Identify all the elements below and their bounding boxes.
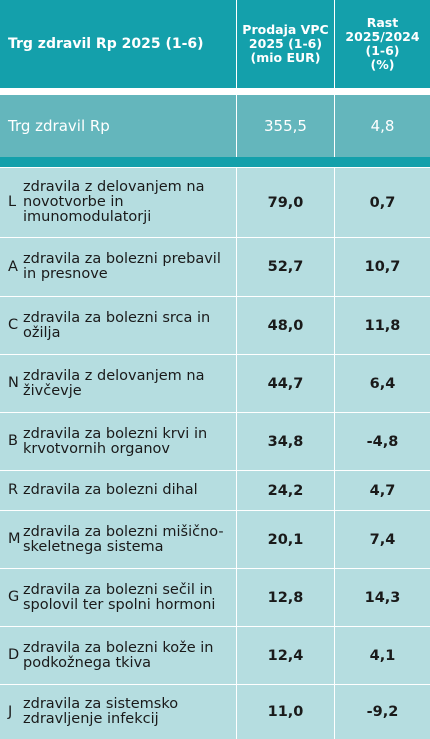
header-line: (%) [370,57,395,72]
row-sales: 52,7 [237,238,334,296]
divider-band [0,157,430,167]
row-name: zdravila za bolezni kože in podkožnega t… [23,639,214,671]
row-name: zdravila za bolezni mišično-skeletnega s… [23,523,224,555]
row-code: R [8,482,19,498]
row-growth: 0,7 [335,168,430,237]
row-sales: 12,4 [237,627,334,684]
header-line: Rast [366,15,399,30]
row-code: M [8,531,21,547]
row-name: zdravila za bolezni dihal [23,482,198,498]
row-sales: 34,8 [237,413,334,470]
row-sales: 24,2 [237,471,334,510]
row-growth: 7,4 [335,511,430,568]
row-code: D [8,647,20,663]
row-growth: 14,3 [335,569,430,626]
header-line: 2025 (1-6) [248,36,323,51]
row-code: L [8,194,17,210]
row-code: B [8,433,18,449]
header-title: Trg zdravil Rp 2025 (1-6) [0,0,236,88]
row-growth: 11,8 [335,297,430,354]
row-sales: 12,8 [237,569,334,626]
row-name: zdravila za sistemsko zdravljenje infekc… [23,696,179,727]
row-code: C [8,317,19,333]
row-growth: 10,7 [335,238,430,296]
row-code: G [8,589,20,605]
row-sales: 79,0 [237,168,334,237]
summary-label: Trg zdravil Rp [0,95,236,157]
summary-sales: 355,5 [237,95,334,157]
row-growth: 6,4 [335,355,430,412]
row-growth: 4,1 [335,627,430,684]
row-name: zdravila za bolezni krvi in krvotvornih … [23,425,208,457]
row-name: zdravila za bolezni sečil in spolovil te… [23,581,216,613]
header-line: 2025/2024 [345,29,420,44]
row-name: zdravila za bolezni srca in ožilja [23,309,211,341]
row-sales: 11,0 [237,685,334,739]
row-code: N [8,375,19,391]
row-growth: -4,8 [335,413,430,470]
row-sales: 48,0 [237,297,334,354]
header-line: (mio EUR) [250,50,321,65]
header-growth: Rast 2025/2024 (1-6) (%) [335,0,430,88]
row-code: J [8,703,13,720]
row-code: A [8,258,18,275]
summary-growth: 4,8 [335,95,430,157]
row-growth: -9,2 [335,685,430,739]
header-line: Prodaja VPC [242,22,329,37]
row-name: zdravila za bolezni prebavil in presnove [23,251,221,282]
row-growth: 4,7 [335,471,430,510]
row-sales: 20,1 [237,511,334,568]
row-name: zdravila z delovanjem na novotvorbe in i… [23,179,205,225]
header-sales: Prodaja VPC 2025 (1-6) (mio EUR) [237,0,334,88]
row-sales: 44,7 [237,355,334,412]
header-line: (1-6) [365,43,400,58]
row-name: zdravila z delovanjem na živčevje [23,367,205,399]
